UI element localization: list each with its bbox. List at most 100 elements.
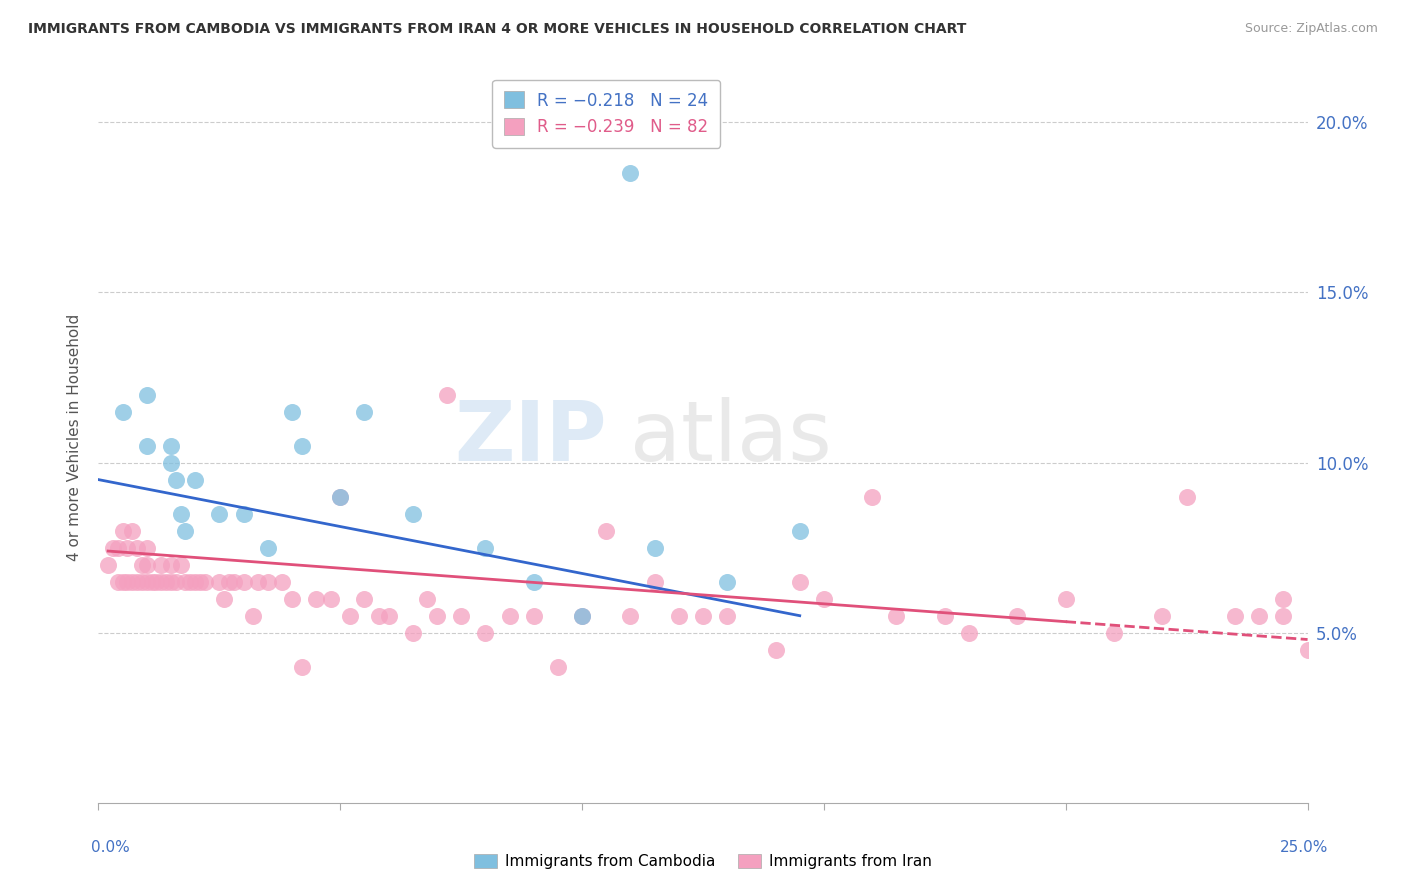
Point [131,558,153,572]
Point [1152,608,1174,623]
Point [571,608,593,623]
Legend: Immigrants from Cambodia, Immigrants from Iran: Immigrants from Cambodia, Immigrants fro… [468,848,938,875]
Point [353,591,375,606]
Point [165,473,187,487]
Point [619,166,641,180]
Point [368,608,391,623]
Point [208,574,231,589]
Y-axis label: 4 or more Vehicles in Household: 4 or more Vehicles in Household [67,313,83,561]
Point [402,625,425,640]
Point [329,490,352,504]
Point [107,541,129,555]
Point [1249,608,1271,623]
Point [329,490,352,504]
Text: Source: ZipAtlas.com: Source: ZipAtlas.com [1244,22,1378,36]
Point [619,608,641,623]
Point [1054,591,1077,606]
Point [319,591,342,606]
Text: 25.0%: 25.0% [1281,840,1329,855]
Point [474,541,496,555]
Point [339,608,361,623]
Point [281,591,304,606]
Text: IMMIGRANTS FROM CAMBODIA VS IMMIGRANTS FROM IRAN 4 OR MORE VEHICLES IN HOUSEHOLD: IMMIGRANTS FROM CAMBODIA VS IMMIGRANTS F… [28,22,966,37]
Point [860,490,883,504]
Point [232,574,254,589]
Point [121,574,143,589]
Point [644,541,666,555]
Point [1007,608,1029,623]
Point [188,574,211,589]
Point [305,591,328,606]
Point [1272,591,1295,606]
Point [117,574,139,589]
Point [1296,642,1319,657]
Point [716,574,738,589]
Point [290,659,312,673]
Point [160,558,183,572]
Point [160,456,183,470]
Point [141,574,163,589]
Text: 0.0%: 0.0% [91,840,131,855]
Point [498,608,520,623]
Point [184,473,207,487]
Point [111,574,134,589]
Point [184,574,207,589]
Point [247,574,270,589]
Point [377,608,399,623]
Point [174,524,197,538]
Point [886,608,908,623]
Point [111,404,134,418]
Point [547,659,569,673]
Point [1223,608,1246,623]
Point [145,574,167,589]
Point [135,558,157,572]
Point [194,574,217,589]
Point [281,404,304,418]
Point [135,387,157,401]
Point [155,574,177,589]
Point [160,439,183,453]
Point [101,541,124,555]
Point [150,574,173,589]
Point [160,574,183,589]
Point [668,608,690,623]
Point [353,404,375,418]
Point [436,387,458,401]
Point [957,625,980,640]
Point [716,608,738,623]
Point [1102,625,1125,640]
Point [135,574,157,589]
Point [416,591,439,606]
Point [789,574,811,589]
Point [1272,608,1295,623]
Point [1175,490,1198,504]
Point [97,558,120,572]
Point [165,574,187,589]
Point [121,524,143,538]
Point [179,574,201,589]
Point [212,591,235,606]
Point [256,574,278,589]
Point [523,574,546,589]
Point [135,541,157,555]
Point [242,608,264,623]
Point [131,574,153,589]
Text: atlas: atlas [630,397,832,477]
Point [523,608,546,623]
Point [595,524,617,538]
Point [644,574,666,589]
Point [150,558,173,572]
Point [117,541,139,555]
Point [218,574,240,589]
Point [127,574,149,589]
Point [571,608,593,623]
Point [169,558,191,572]
Point [474,625,496,640]
Point [789,524,811,538]
Point [450,608,472,623]
Point [934,608,956,623]
Point [111,524,134,538]
Point [169,507,191,521]
Legend: R = −0.218   N = 24, R = −0.239   N = 82: R = −0.218 N = 24, R = −0.239 N = 82 [492,79,720,148]
Point [765,642,787,657]
